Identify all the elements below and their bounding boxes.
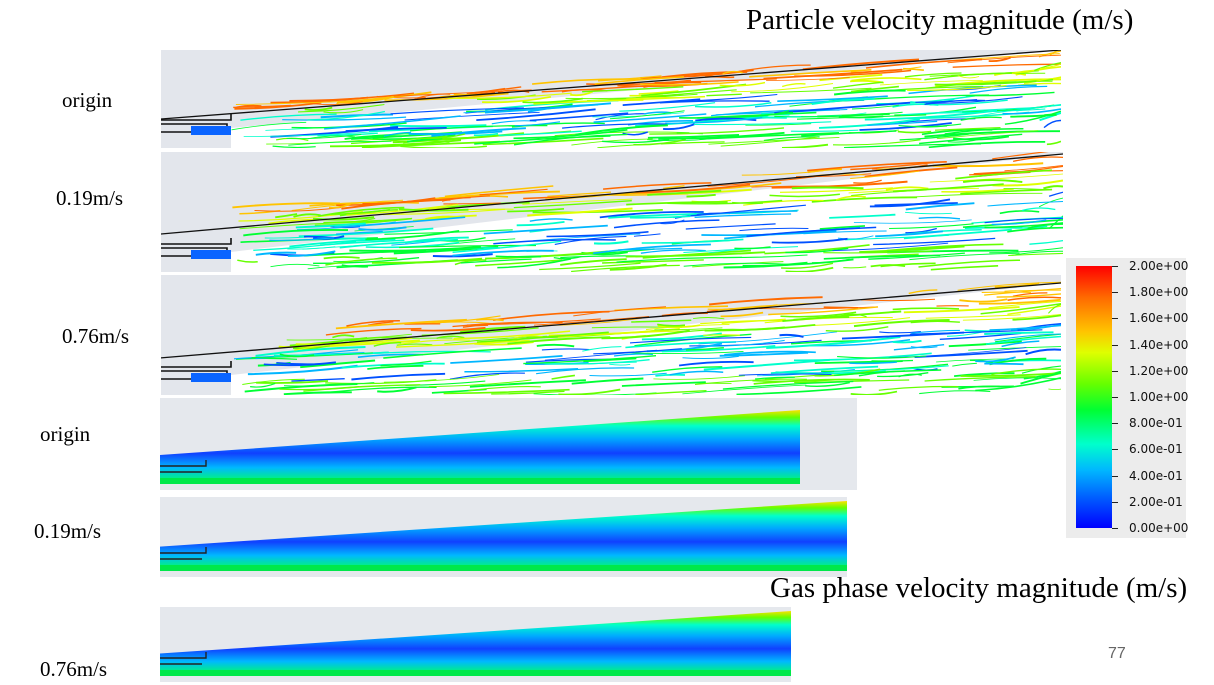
legend-tick: [1112, 370, 1118, 372]
gas-panel-076: [160, 607, 791, 682]
legend-label: 2.00e-01: [1129, 494, 1183, 509]
gas-panel-origin: [160, 398, 857, 490]
gas-panel-076-image: [160, 607, 791, 682]
gas-panel-019-image: [160, 497, 847, 577]
legend-tick: [1112, 449, 1118, 451]
legend-label: 2.00e+00: [1129, 259, 1189, 273]
legend-label: 0.00e+00: [1129, 521, 1189, 535]
particle-velocity-title: Particle velocity magnitude (m/s): [746, 4, 1134, 36]
legend-label: 1.20e+00: [1129, 363, 1189, 378]
particle-panel-origin: [161, 50, 1061, 148]
legend-tick: [1112, 528, 1118, 529]
particle-panel-origin-image: [161, 50, 1061, 148]
particle-panel-019: [161, 152, 1063, 272]
particle-panel-076-image: [161, 275, 1061, 395]
particle-row-label-origin: origin: [62, 88, 113, 112]
legend-tick: [1112, 266, 1118, 267]
legend-tick: [1112, 318, 1118, 320]
velocity-color-legend: 2.00e+00 1.80e+00 1.60e+00 1.40e+00 1.20e+00…: [1066, 258, 1189, 538]
gas-velocity-title: Gas phase velocity magnitude (m/s): [770, 572, 1188, 604]
legend-tick: [1112, 475, 1118, 477]
legend-label: 6.00e-01: [1129, 442, 1183, 457]
gas-panel-019: [160, 497, 847, 577]
particle-panel-019-image: [161, 152, 1063, 272]
particle-panel-076: [161, 275, 1061, 395]
legend-tick: [1112, 397, 1118, 398]
gas-row-label-076: 0.76m/s: [40, 657, 108, 681]
legend-color-bar: [1076, 266, 1112, 528]
gas-panel-origin-image: [160, 398, 857, 490]
legend-label: 1.80e+00: [1129, 285, 1189, 300]
legend-tick: [1112, 292, 1118, 294]
particle-row-label-076: 0.76m/s: [62, 324, 130, 348]
particle-row-label-019: 0.19m/s: [56, 186, 124, 210]
legend-tick: [1112, 423, 1118, 425]
legend-label: 4.00e-01: [1129, 468, 1183, 483]
legend-label: 1.00e+00: [1129, 390, 1189, 404]
legend-label: 1.40e+00: [1129, 337, 1189, 352]
legend-tick: [1112, 344, 1118, 346]
legend-label: 8.00e-01: [1129, 416, 1183, 431]
gas-row-label-origin: origin: [40, 422, 91, 446]
legend-label: 1.60e+00: [1129, 311, 1189, 326]
page-number: 77: [1108, 645, 1126, 662]
legend-tick: [1112, 501, 1118, 503]
gas-row-label-019: 0.19m/s: [34, 519, 102, 543]
